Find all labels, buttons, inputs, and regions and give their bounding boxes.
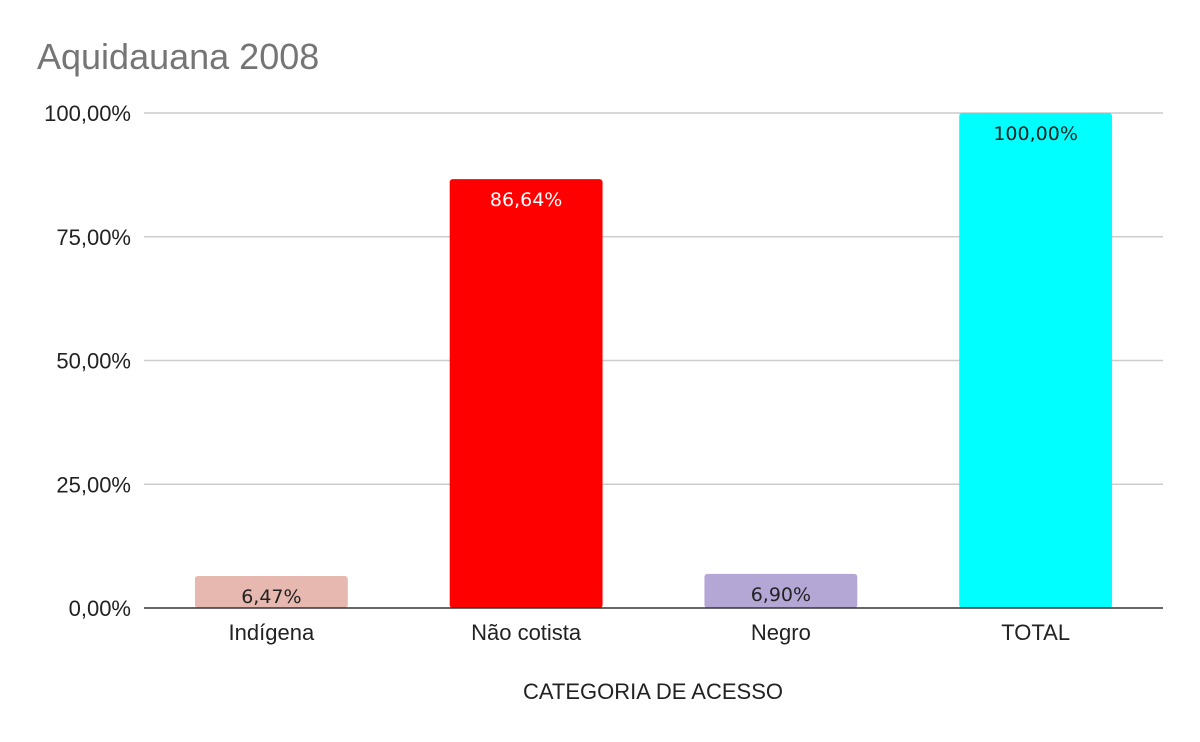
y-tick-label: 25,00% <box>56 472 131 497</box>
y-axis-tick-labels: 0,00% 25,00% 50,00% 75,00% 100,00% <box>44 101 131 621</box>
y-tick-label: 0,00% <box>69 596 131 621</box>
x-tick-label: Negro <box>751 620 811 645</box>
bar <box>449 179 603 608</box>
x-axis-title: CATEGORIA DE ACESSO <box>523 679 783 704</box>
data-label: 6,90% <box>751 584 811 606</box>
y-tick-label: 50,00% <box>56 349 131 374</box>
x-tick-label: TOTAL <box>1001 620 1070 645</box>
chart-title: Aquidauana 2008 <box>37 36 319 77</box>
bar <box>194 575 348 608</box>
data-label: 100,00% <box>993 123 1078 145</box>
y-tick-label: 100,00% <box>44 101 131 126</box>
data-label: 86,64% <box>490 189 562 211</box>
y-tick-label: 75,00% <box>56 225 131 250</box>
x-axis-category-labels: Indígena Não cotista Negro TOTAL <box>229 620 1071 645</box>
data-label: 6,47% <box>241 586 301 608</box>
data-labels: 6,47% 86,64% 6,90% 100,00% <box>241 123 1078 608</box>
x-tick-label: Indígena <box>229 620 315 645</box>
x-tick-label: Não cotista <box>471 620 582 645</box>
bar <box>704 573 858 608</box>
bars <box>194 113 1113 608</box>
bar <box>959 113 1113 608</box>
